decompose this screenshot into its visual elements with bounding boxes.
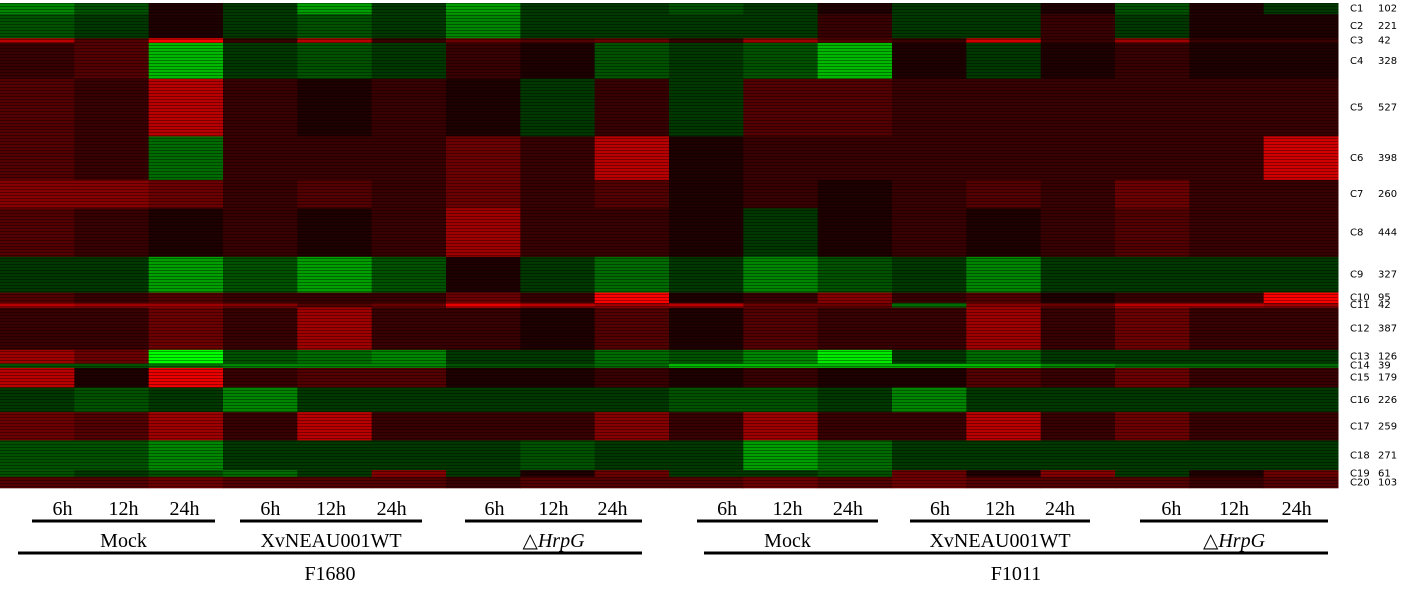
time-label: 12h (1219, 498, 1249, 520)
cluster-name: C6 (1350, 153, 1363, 164)
cluster-size: 444 (1378, 228, 1397, 239)
time-label: 12h (316, 498, 346, 520)
treatment-label-part: △ (1203, 530, 1219, 552)
time-label: 12h (109, 498, 139, 520)
cluster-size: 221 (1378, 21, 1397, 32)
cluster-size: 42 (1378, 36, 1391, 47)
cluster-name: C9 (1350, 270, 1363, 281)
cluster-size: 271 (1378, 450, 1397, 461)
time-label: 24h (833, 498, 863, 520)
time-label: 6h (717, 498, 737, 520)
group-label: F1680 (304, 563, 355, 585)
cluster-name: C11 (1350, 300, 1370, 311)
cluster-name: C15 (1350, 373, 1370, 384)
treatment-label: △HrpG (522, 530, 585, 552)
cluster-name: C2 (1350, 21, 1363, 32)
group-label: F1011 (991, 563, 1041, 585)
treatment-label-part: △ (522, 530, 538, 552)
cluster-name: C14 (1350, 361, 1370, 372)
cluster-name: C3 (1350, 36, 1363, 47)
cluster-size: 527 (1378, 103, 1397, 114)
cluster-size: 39 (1378, 361, 1391, 372)
cluster-size: 102 (1378, 4, 1397, 15)
time-label: 12h (985, 498, 1015, 520)
time-label: 12h (539, 498, 569, 520)
treatment-label-part: HrpG (1217, 530, 1265, 552)
treatment-label: Mock (100, 530, 147, 552)
treatment-label-part: HrpG (537, 530, 585, 552)
time-label: 24h (1282, 498, 1312, 520)
cluster-size: 179 (1378, 373, 1397, 384)
time-label: 6h (930, 498, 950, 520)
cluster-name: C13 (1350, 352, 1370, 363)
cluster-size: 259 (1378, 421, 1397, 432)
time-label: 6h (260, 498, 280, 520)
cluster-size: 61 (1378, 468, 1391, 479)
time-label: 24h (1045, 498, 1075, 520)
cluster-size: 260 (1378, 189, 1397, 200)
cluster-size: 387 (1378, 324, 1397, 335)
time-label: 24h (170, 498, 200, 520)
time-label: 6h (1161, 498, 1181, 520)
time-label: 24h (598, 498, 628, 520)
cluster-name: C19 (1350, 468, 1370, 479)
time-label: 6h (53, 498, 73, 520)
cluster-name: C12 (1350, 324, 1370, 335)
cluster-size: 42 (1378, 300, 1391, 311)
cluster-name: C20 (1350, 477, 1370, 488)
cluster-name: C8 (1350, 228, 1363, 239)
cluster-name: C16 (1350, 395, 1370, 406)
cluster-size: 126 (1378, 352, 1397, 363)
cluster-name: C4 (1350, 56, 1363, 67)
treatment-label: △HrpG (1203, 530, 1266, 552)
cluster-size: 226 (1378, 395, 1397, 406)
cluster-size: 95 (1378, 293, 1391, 304)
cluster-name: C7 (1350, 189, 1363, 200)
treatment-label: Mock (764, 530, 811, 552)
cluster-size: 327 (1378, 270, 1397, 281)
cluster-name: C1 (1350, 4, 1363, 15)
cluster-name: C17 (1350, 421, 1370, 432)
time-label: 12h (773, 498, 803, 520)
cluster-size: 398 (1378, 153, 1397, 164)
cluster-name: C10 (1350, 293, 1370, 304)
treatment-label: XvNEAU001WT (260, 530, 401, 552)
cluster-name: C5 (1350, 103, 1363, 114)
cluster-size: 328 (1378, 56, 1397, 67)
cluster-name: C18 (1350, 450, 1370, 461)
texture (0, 3, 1338, 488)
time-label: 24h (377, 498, 407, 520)
time-label: 6h (485, 498, 505, 520)
cluster-size: 103 (1378, 477, 1397, 488)
treatment-label: XvNEAU001WT (929, 530, 1070, 552)
